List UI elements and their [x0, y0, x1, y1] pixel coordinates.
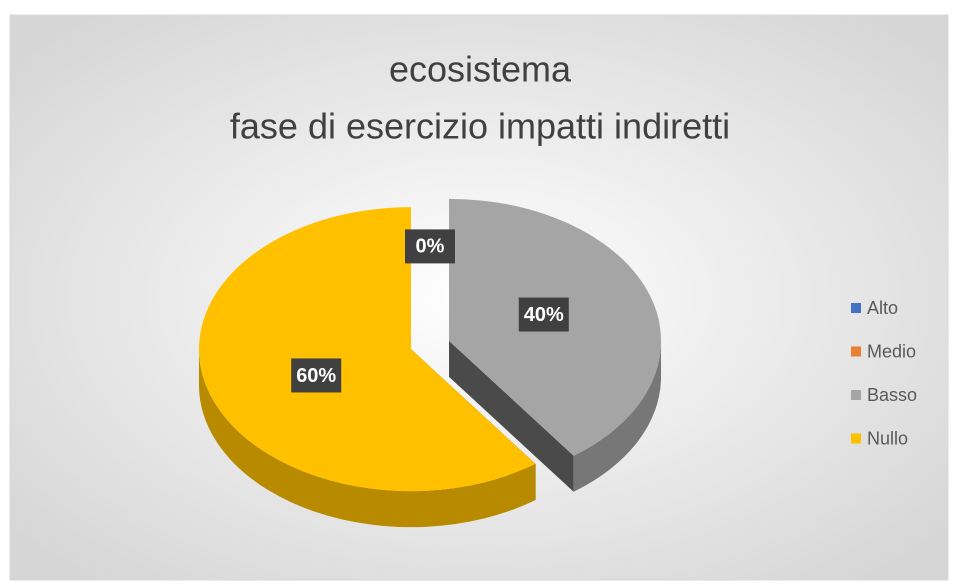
- chart-title: fase di esercizio impatti indiretti: [230, 106, 730, 147]
- chart-title: ecosistema: [389, 49, 572, 90]
- data-label: 0%: [416, 236, 445, 258]
- slice-side: [198, 349, 536, 528]
- data-label: 60%: [296, 365, 336, 387]
- data-label-box: [405, 229, 455, 264]
- legend-swatch: [851, 390, 861, 400]
- legend-swatch: [851, 433, 861, 444]
- data-label-box: [518, 297, 569, 332]
- data-label-box: [291, 358, 342, 393]
- legend-label: Nullo: [867, 428, 908, 448]
- legend-label: Medio: [867, 341, 916, 361]
- legend-label: Basso: [867, 385, 917, 405]
- legend-label: Alto: [867, 298, 898, 318]
- slice: [198, 207, 536, 492]
- legend-swatch: [851, 346, 861, 357]
- slice-side: [449, 340, 574, 492]
- slice-side: [573, 340, 662, 492]
- legend-swatch: [851, 303, 861, 313]
- data-label: 40%: [524, 304, 564, 326]
